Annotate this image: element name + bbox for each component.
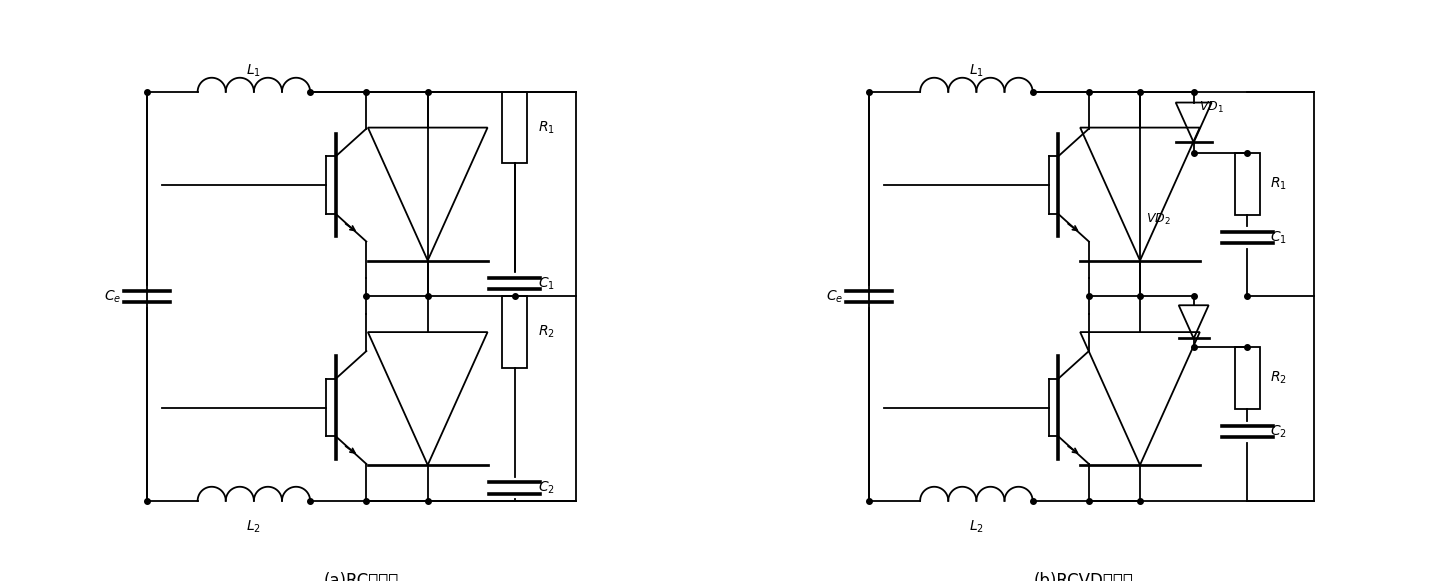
Text: $VD_1$: $VD_1$ xyxy=(1199,99,1224,114)
Text: (b)RCVD吸收型: (b)RCVD吸收型 xyxy=(1033,572,1134,581)
Bar xyxy=(1234,347,1260,409)
Text: $C_2$: $C_2$ xyxy=(1270,424,1287,440)
Text: $VD_2$: $VD_2$ xyxy=(1146,212,1170,227)
Text: $R_1$: $R_1$ xyxy=(538,119,555,136)
Text: $C_1$: $C_1$ xyxy=(1270,229,1287,246)
Text: $C_2$: $C_2$ xyxy=(538,480,555,496)
Text: (a)RC吸收型: (a)RC吸收型 xyxy=(324,572,399,581)
Text: $C_e$: $C_e$ xyxy=(104,288,121,304)
Text: $R_2$: $R_2$ xyxy=(1270,370,1287,386)
Text: $R_1$: $R_1$ xyxy=(1270,175,1287,192)
Text: $R_2$: $R_2$ xyxy=(538,324,555,340)
Text: $C_1$: $C_1$ xyxy=(538,275,555,292)
Text: $L_1$: $L_1$ xyxy=(247,63,262,79)
Text: $C_e$: $C_e$ xyxy=(827,288,844,304)
Text: $L_1$: $L_1$ xyxy=(970,63,984,79)
Bar xyxy=(501,296,527,368)
Bar xyxy=(501,92,527,163)
Text: $L_2$: $L_2$ xyxy=(247,519,262,535)
Text: $L_2$: $L_2$ xyxy=(970,519,984,535)
Bar xyxy=(1234,153,1260,214)
